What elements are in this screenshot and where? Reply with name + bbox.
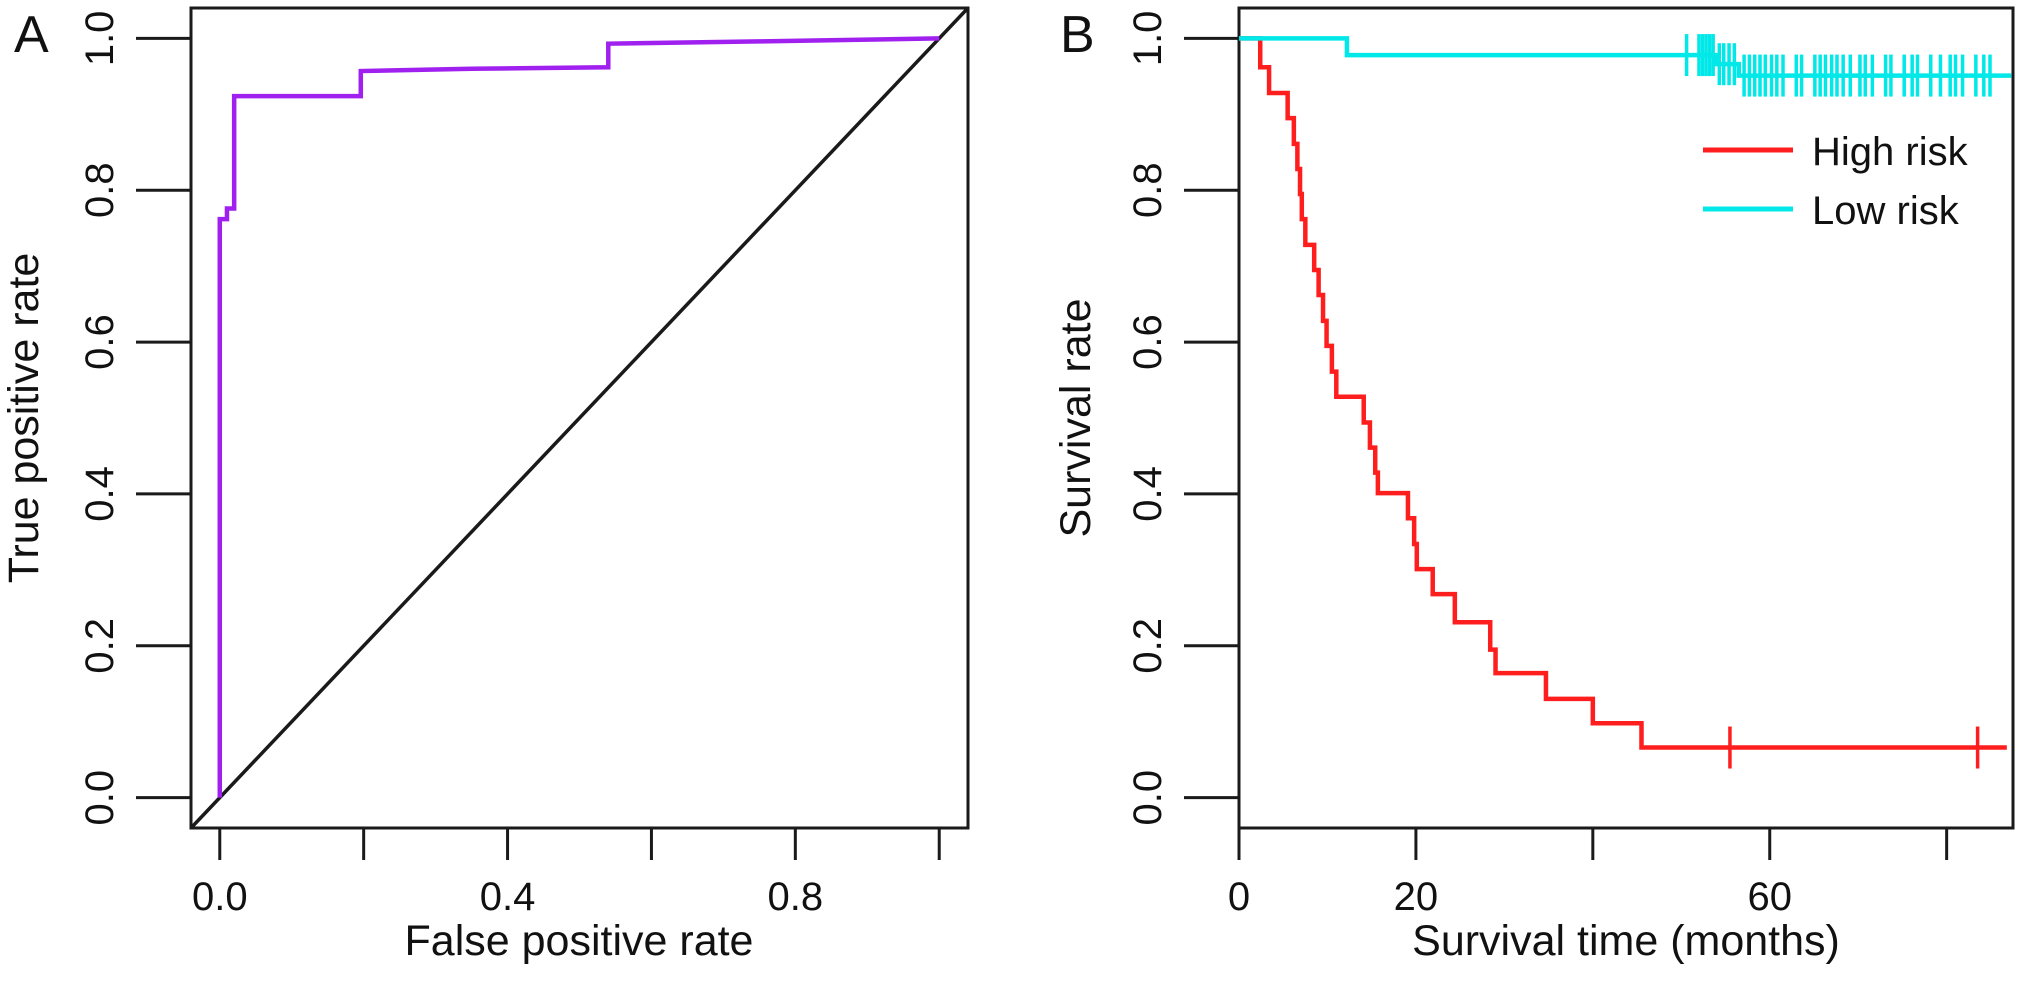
y-axis-tick-label: 0.0 — [78, 770, 122, 826]
y-axis-tick-label: 0.2 — [78, 618, 122, 674]
x-axis-tick-label: 60 — [1747, 875, 1792, 919]
panel-a-curves — [189, 6, 970, 830]
x-axis-tick-label: 0.0 — [192, 875, 248, 919]
legend-high-risk-label: High risk — [1812, 130, 1969, 174]
y-axis-tick-label: 0.8 — [78, 162, 122, 218]
y-axis-tick-label: 0.8 — [1126, 162, 1170, 218]
y-axis-tick-label: 0.4 — [1126, 466, 1170, 522]
panel-a-plot-box — [189, 6, 970, 830]
x-axis-tick-label: 0 — [1228, 875, 1250, 919]
high-risk-km-curve — [1239, 36, 2007, 750]
low-risk-km-curve — [1239, 36, 2012, 78]
panel-b-plot-box — [1237, 6, 2015, 830]
panel-a-y-axis-title: True positive rate — [0, 253, 48, 584]
panel-b-letter: B — [1060, 6, 1095, 64]
panel-a-roc: A 0.0 0.4 0.8 1.0 0.8 0.6 0.4 0.2 0.0 False posi… — [0, 6, 970, 965]
panel-b-y-axis-title: Survival rate — [1052, 299, 1100, 538]
x-axis-tick-label: 0.4 — [480, 875, 536, 919]
y-axis-tick-label: 0.2 — [1126, 618, 1170, 674]
roc-curve-line — [217, 36, 940, 798]
panel-b-survival: B 0 20 60 1.0 0.8 0.6 0.4 0.2 0.0 High risk Low … — [1052, 6, 2015, 965]
y-axis-tick-label: 0.6 — [78, 314, 122, 370]
panel-a-letter: A — [14, 6, 49, 64]
chance-diagonal-line — [189, 6, 970, 830]
y-axis-tick-label: 1.0 — [78, 11, 122, 67]
x-axis-tick-label: 0.8 — [768, 875, 824, 919]
panel-b-axes: 0 20 60 1.0 0.8 0.6 0.4 0.2 0.0 — [1126, 11, 1949, 919]
panel-b-curves — [1239, 34, 2012, 769]
y-axis-tick-label: 0.4 — [78, 466, 122, 522]
panel-a-x-axis-title: False positive rate — [405, 917, 754, 965]
y-axis-tick-label: 0.6 — [1126, 314, 1170, 370]
y-axis-tick-label: 0.0 — [1126, 770, 1170, 826]
panel-b-legend: High risk Low risk — [1703, 130, 1969, 233]
panel-b-x-axis-title: Survival time (months) — [1412, 917, 1840, 965]
x-axis-tick-label: 20 — [1394, 875, 1439, 919]
panel-a-axes: 0.0 0.4 0.8 1.0 0.8 0.6 0.4 0.2 0.0 — [78, 11, 941, 919]
legend-low-risk-label: Low risk — [1812, 189, 1960, 233]
y-axis-tick-label: 1.0 — [1126, 11, 1170, 67]
